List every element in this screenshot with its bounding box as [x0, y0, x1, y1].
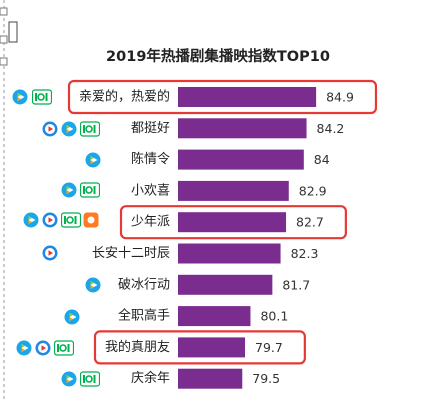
highlight-box: [93, 330, 306, 365]
handle: [0, 35, 8, 44]
bar: [178, 274, 273, 295]
chart-title: 2019年热播剧集播映指数TOP10: [106, 47, 330, 65]
value-label: 82.9: [299, 183, 327, 198]
value-label: 79.5: [252, 371, 280, 386]
bar: [178, 306, 251, 327]
bar: [178, 337, 246, 358]
highlight-box: [119, 205, 347, 240]
value-label: 79.7: [255, 340, 283, 355]
category-label: 小欢喜: [131, 183, 170, 198]
category-label: 全职高手: [118, 308, 170, 324]
category-label: 亲爱的，热爱的: [79, 89, 170, 105]
bar: [178, 180, 289, 201]
value-label: 84.2: [317, 121, 345, 136]
category-label: 庆余年: [131, 370, 170, 386]
bar: [178, 118, 307, 139]
value-label: 81.7: [282, 277, 310, 292]
category-label: 破冰行动: [118, 277, 170, 292]
category-label: 少年派: [131, 215, 170, 230]
category-label: 长安十二时辰: [92, 246, 170, 261]
category-label: 陈情令: [131, 151, 170, 167]
bar: [178, 149, 304, 170]
value-label: 80.1: [260, 309, 288, 324]
platform-icons: [12, 89, 101, 387]
bar: [178, 368, 243, 389]
bar: [178, 243, 281, 264]
value-label: 82.7: [296, 215, 324, 230]
value-label: 82.3: [291, 246, 319, 261]
handle: [8, 21, 18, 43]
handle: [0, 7, 8, 16]
category-label: 都挺好: [131, 121, 170, 136]
value-label: 84: [314, 152, 330, 167]
handle: [0, 57, 8, 66]
bar: [178, 87, 317, 107]
highlight-box: [67, 79, 378, 115]
value-label: 84.9: [326, 90, 354, 105]
bar: [178, 212, 287, 233]
category-label: 我的真朋友: [105, 339, 170, 355]
